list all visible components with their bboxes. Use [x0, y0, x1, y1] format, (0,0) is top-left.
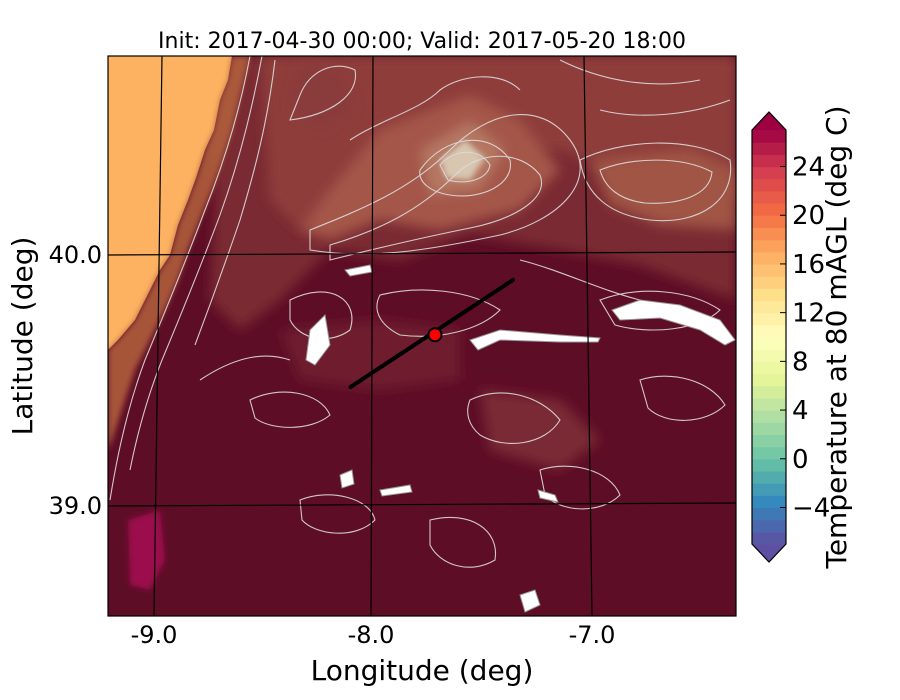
colorbar-swatch: [752, 288, 786, 302]
colorbar-swatch: [752, 373, 786, 387]
colorbar-outline: [751, 111, 787, 563]
colorbar-tick-label: 12: [792, 299, 825, 329]
colorbar-swatch: [752, 349, 786, 362]
colorbar-swatch: [752, 130, 786, 143]
colorbar-swatch: [752, 434, 786, 448]
y-tick-label: 40.0: [49, 241, 102, 269]
colorbar-tick-label: 4: [792, 396, 809, 426]
colorbar-label: Temperature at 80 mAGL (deg C): [820, 105, 853, 569]
ocean: [108, 56, 232, 350]
colorbar-tick-label: 8: [792, 347, 809, 377]
colorbar-swatch: [752, 483, 786, 496]
colorbar-swatch: [752, 361, 786, 375]
colorbar-tick-label: −4: [792, 493, 830, 523]
colorbar-swatch: [752, 519, 786, 533]
location-marker[interactable]: [427, 327, 443, 343]
colorbar-swatch: [752, 227, 786, 241]
meridian-line: [583, 56, 593, 616]
colorbar-swatch: [752, 300, 786, 314]
colorbar-tick-label: 16: [792, 250, 825, 280]
colorbar: −4 0 4 8 12 16 20 24 Temperature at 80 mAGL (de…: [751, 105, 853, 570]
colorbar-swatch: [752, 422, 786, 436]
colorbar-extend-low: [752, 544, 786, 562]
colorbar-swatch: [752, 470, 786, 484]
x-tick-label: -8.0: [348, 621, 395, 649]
colorbar-swatch: [752, 385, 786, 399]
colorbar-extend-high: [752, 112, 786, 130]
parallel-line: [108, 251, 736, 256]
colorbar-swatch: [752, 190, 786, 204]
colorbar-swatch: [752, 154, 786, 168]
colorbar-swatch: [752, 239, 786, 253]
colorbar-swatch: [752, 531, 786, 545]
meridian-line: [370, 56, 374, 616]
colorbar-swatch: [752, 324, 786, 338]
figure-title: Init: 2017-04-30 00:00; Valid: 2017-05-2…: [158, 29, 686, 54]
x-axis-label: Longitude (deg): [311, 654, 534, 687]
colorbar-swatch: [752, 337, 786, 350]
colorbar-swatch: [752, 251, 786, 265]
x-tick-label: -9.0: [131, 621, 178, 649]
colorbar-swatch: [752, 458, 786, 472]
colorbar-swatch: [752, 203, 786, 216]
colorbar-swatch: [752, 410, 786, 423]
colorbar-swatch: [752, 276, 786, 289]
y-tick-label: 39.0: [49, 492, 102, 520]
parallel-line: [108, 502, 736, 507]
colorbar-swatch: [752, 495, 786, 509]
gridlines: [108, 56, 736, 616]
missing-data-patches: [305, 264, 736, 613]
colorbar-swatch: [752, 263, 786, 277]
colorbar-tick-label: 0: [792, 445, 809, 475]
colorbar-swatch: [752, 312, 786, 326]
colorbar-swatch: [752, 215, 786, 229]
map-panel: [108, 56, 736, 616]
colorbar-swatch: [752, 166, 786, 180]
colorbar-tick-label: 20: [792, 201, 825, 231]
x-tick-label: -7.0: [569, 621, 616, 649]
meridian-line: [153, 56, 163, 616]
map-frame: [107, 55, 737, 617]
colorbar-swatch: [752, 446, 786, 460]
contour-lines: [109, 56, 732, 568]
colorbar-swatch: [752, 178, 786, 192]
colorbar-swatch: [752, 507, 786, 521]
y-axis-label: Latitude (deg): [6, 237, 39, 436]
colorbar-swatch: [752, 397, 786, 411]
colorbar-tick-label: 24: [792, 153, 825, 183]
colorbar-swatch: [752, 142, 786, 155]
